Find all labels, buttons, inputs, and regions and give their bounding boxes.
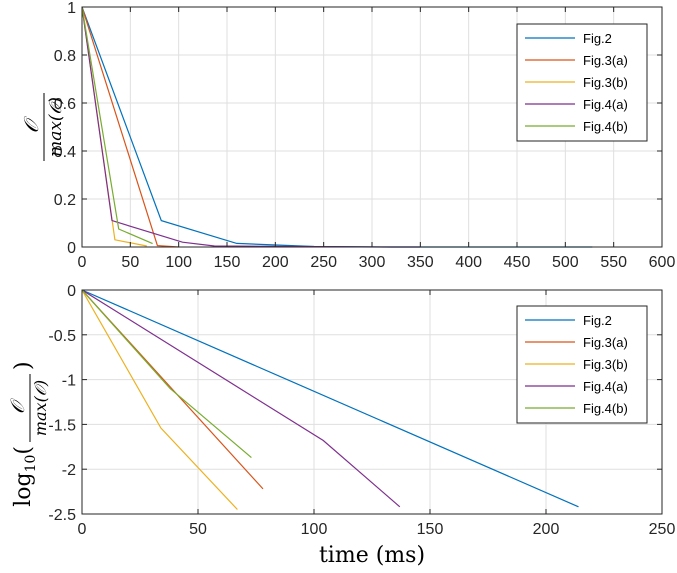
x-tick-label: 250 — [310, 254, 337, 271]
x-tick-label: 450 — [504, 254, 531, 271]
legend: Fig.2 Fig.3(a) Fig.3(b) Fig.4(a) Fig.4(b) — [516, 305, 648, 424]
legend-label: Fig.4(b) — [583, 119, 628, 134]
legend-label: Fig.4(a) — [583, 97, 628, 112]
y-label-suffix: ) — [11, 361, 36, 370]
y-tick-label: -1 — [62, 373, 76, 390]
legend: Fig.2 Fig.3(a) Fig.3(b) Fig.4(a) Fig.4(b) — [516, 23, 648, 142]
x-tick-label: 100 — [301, 521, 328, 538]
series-line-Fig.4(a) — [82, 289, 401, 508]
x-tick-label: 50 — [121, 254, 139, 271]
series-line-Fig.4(b) — [82, 289, 252, 459]
x-tick-label: 600 — [649, 254, 676, 271]
x-tick-label: 550 — [600, 254, 627, 271]
y-tick-label: 0.2 — [54, 192, 76, 209]
series-line-Fig.3(b) — [82, 289, 238, 510]
y-tick-label: 0 — [67, 240, 76, 257]
x-tick-label: 100 — [165, 254, 192, 271]
chart-panel-1: 0 50 100 150 200 250 300 350 400 450 500 550 600 0 0.2… — [19, 0, 675, 271]
charts: 0 50 100 150 200 250 300 350 400 450 500 550 60000.2… — [7, 0, 675, 568]
x-tick-label: 200 — [262, 254, 289, 271]
legend-label: Fig.2 — [583, 31, 612, 46]
axes-box — [81, 289, 663, 515]
y-tick-label: 1 — [67, 0, 76, 17]
x-tick-label: 400 — [455, 254, 482, 271]
x-tick-label: 0 — [78, 521, 87, 538]
y-label-numerator: 𝒪 — [19, 115, 43, 133]
legend-label: Fig.3(a) — [583, 335, 628, 350]
series-line-Fig.4(b) — [82, 6, 153, 245]
y-tick-label: 0.6 — [54, 96, 76, 113]
y-tick-label: 0 — [67, 283, 76, 300]
series-line-Fig.2 — [82, 289, 579, 508]
x-tick-label: 350 — [407, 254, 434, 271]
y-tick-label: -1.5 — [48, 417, 76, 434]
x-tick-label: 50 — [189, 521, 207, 538]
x-tick-label: 300 — [359, 254, 386, 271]
x-tick-label: 150 — [417, 521, 444, 538]
legend-label: Fig.4(a) — [583, 379, 628, 394]
legend-label: Fig.4(b) — [583, 401, 628, 416]
y-tick-label: -2 — [62, 462, 76, 479]
y-tick-label: 0.4 — [54, 144, 76, 161]
y-axis-label: log10( 𝒪 max(𝒪)) — [7, 361, 50, 506]
chart-panel-2: 0 50 100 150 200 250-2.5-2-1.5-1-0.50Fig.2Fig… — [7, 283, 675, 568]
x-tick-label: 500 — [552, 254, 579, 271]
x-tick-label: 250 — [649, 521, 676, 538]
x-tick-label: 0 — [78, 254, 87, 271]
y-tick-label: -2.5 — [48, 507, 76, 524]
x-axis-label: time (ms) — [319, 543, 425, 568]
x-tick-label: 150 — [214, 254, 241, 271]
x-tick-label: 200 — [533, 521, 560, 538]
legend-label: Fig.3(b) — [583, 357, 628, 372]
y-label-prefix: log10( — [11, 446, 39, 507]
y-label-denominator: max(𝒪) — [46, 97, 66, 157]
y-label-denominator: max(𝒪) — [31, 380, 50, 436]
y-label-numerator: 𝒪 — [7, 397, 29, 414]
legend-label: Fig.2 — [583, 313, 612, 328]
legend-label: Fig.3(b) — [583, 75, 628, 90]
y-tick-label: 0.8 — [54, 48, 76, 65]
legend-label: Fig.3(a) — [583, 53, 628, 68]
y-tick-label: -0.5 — [48, 328, 76, 345]
